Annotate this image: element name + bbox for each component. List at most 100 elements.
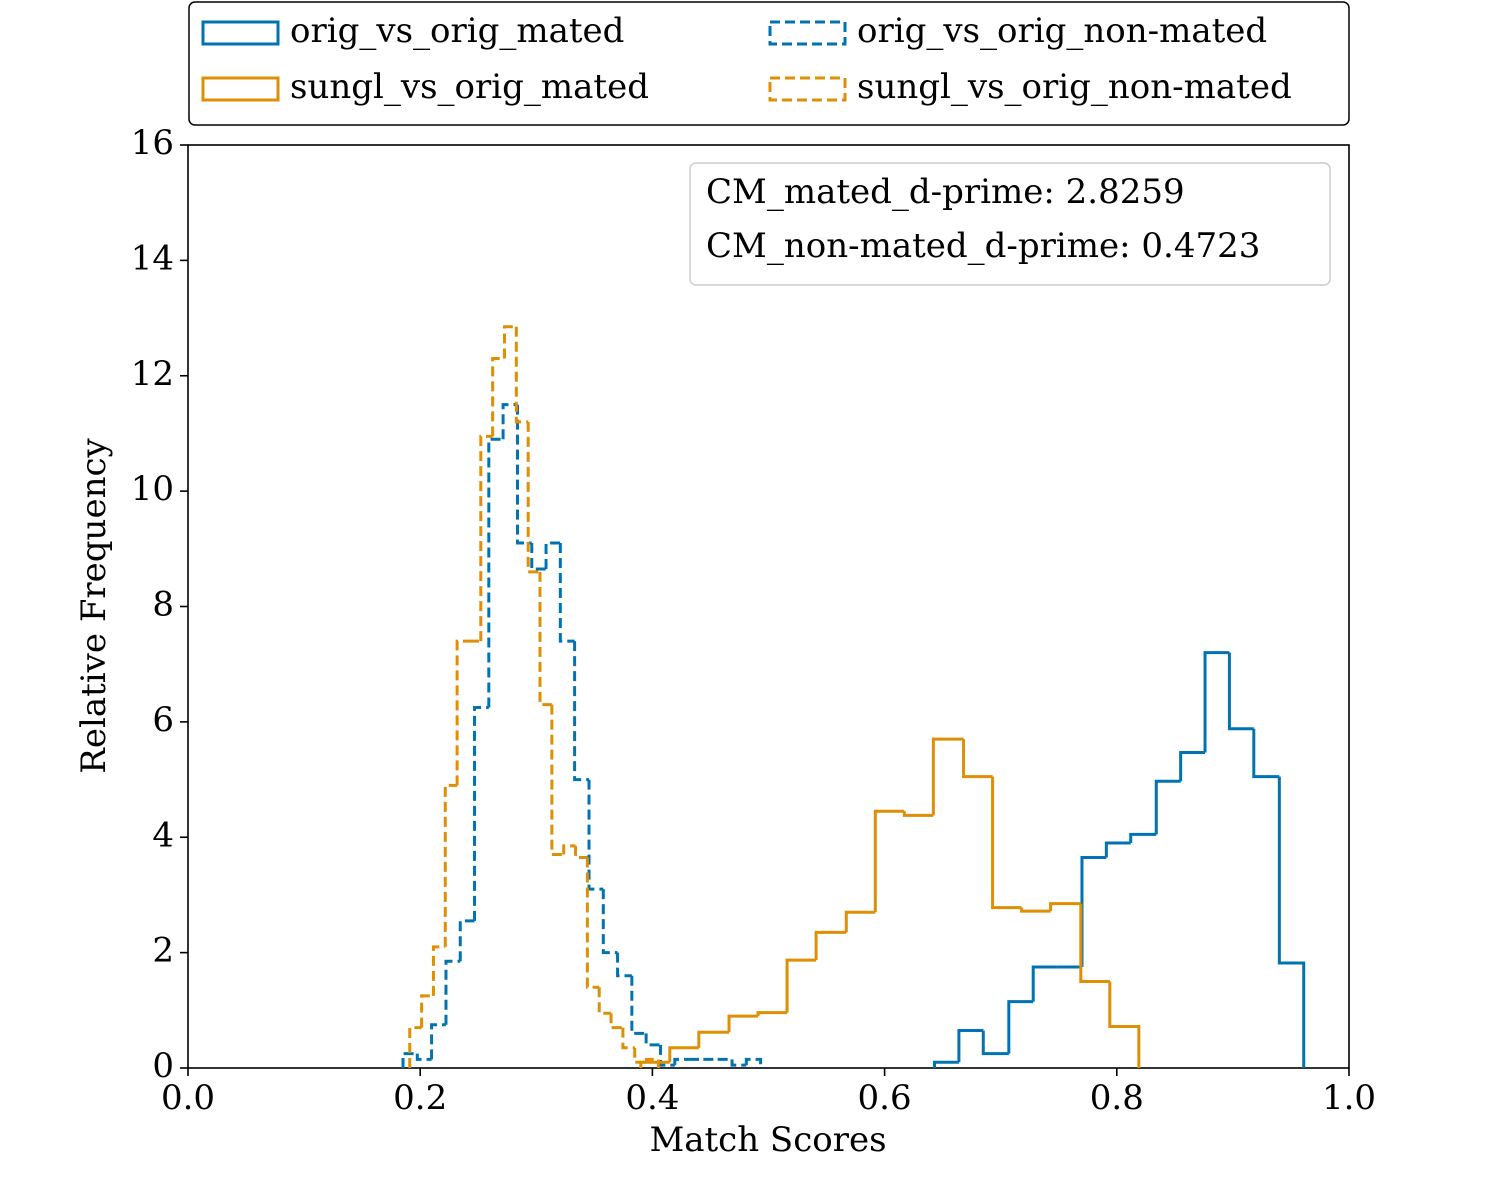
annotation-box: [689, 162, 1331, 286]
histogram-step: [630, 975, 647, 1035]
y-tick-label: 8: [152, 585, 174, 625]
histogram-step: [443, 783, 458, 947]
x-tick-label: 0.0: [161, 1078, 215, 1118]
histogram-step: [479, 434, 493, 642]
x-tick-label: 0.2: [393, 1078, 447, 1118]
x-axis-label: Match Scores: [649, 1120, 886, 1160]
histogram-step: [415, 1053, 432, 1061]
histogram-step: [444, 959, 461, 1025]
histogram-step: [962, 739, 993, 779]
histogram-step: [597, 987, 612, 1015]
histogram-step: [673, 1057, 690, 1066]
y-tick-label: 0: [152, 1046, 174, 1086]
y-tick-label: 14: [131, 238, 174, 278]
histogram-step: [621, 1027, 635, 1050]
histogram-step: [1080, 855, 1107, 968]
histogram-step: [633, 1047, 647, 1064]
histogram-step: [491, 356, 505, 437]
histogram-step: [991, 776, 1022, 910]
histogram-step: [574, 845, 588, 859]
histogram-step: [585, 857, 600, 989]
x-tick-label: 0.6: [858, 1078, 912, 1118]
histogram-step: [873, 809, 905, 913]
histogram-step: [1277, 776, 1306, 1068]
histogram-step: [526, 421, 541, 574]
histogram-step: [744, 1057, 763, 1068]
histogram-step: [473, 705, 489, 921]
histogram-step: [981, 1030, 1009, 1056]
histogram-step: [408, 1026, 422, 1068]
y-tick-label: 4: [152, 815, 174, 855]
histogram-step: [1129, 832, 1157, 844]
x-tick-label: 0.8: [1090, 1078, 1144, 1118]
histogram-step: [401, 1052, 418, 1068]
histogram-step: [902, 811, 934, 817]
histogram-step: [1020, 907, 1051, 913]
histogram-step: [1179, 750, 1206, 782]
histogram-step: [844, 910, 876, 933]
histogram-step: [931, 737, 964, 816]
y-tick-label: 10: [131, 469, 174, 509]
legend-swatch: [201, 76, 280, 102]
histogram-step: [455, 639, 469, 786]
histogram-step: [430, 1023, 446, 1060]
legend-frame: [188, 1, 1350, 126]
histogram-step: [550, 704, 564, 857]
y-tick-label: 6: [152, 700, 174, 740]
legend-label: sungl_vs_orig_mated: [290, 67, 649, 107]
histogram-step: [644, 1033, 661, 1047]
legend-swatch: [768, 20, 847, 46]
histogram-step: [814, 930, 847, 961]
legend-swatch: [768, 76, 847, 102]
histogram-step: [573, 641, 590, 782]
histogram-step: [1252, 728, 1280, 779]
x-tick-label: 0.4: [625, 1078, 679, 1118]
histogram-step: [609, 1013, 623, 1030]
histogram-step: [514, 326, 529, 424]
histogram-step: [562, 844, 576, 855]
histogram-step: [1049, 902, 1081, 912]
histogram-step: [616, 952, 632, 978]
histogram-step: [1031, 965, 1058, 1002]
histogram-step: [1203, 651, 1230, 753]
histogram-step: [502, 325, 517, 359]
annotation: CM_non-mated_d-prime: 0.4723: [706, 226, 1260, 266]
histogram-step: [697, 1030, 730, 1048]
y-tick-label: 2: [152, 931, 174, 971]
histogram-step: [645, 1057, 660, 1068]
histogram-step: [530, 543, 547, 571]
histogram-step: [1108, 981, 1141, 1068]
histogram-step: [1007, 1000, 1034, 1054]
histogram-step: [544, 541, 561, 570]
histogram-step: [730, 1059, 747, 1067]
histogram-step: [487, 437, 504, 708]
histogram-step: [659, 1044, 675, 1067]
histogram-step: [558, 543, 575, 643]
histogram-step: [420, 994, 434, 1028]
annotation: CM_mated_d-prime: 2.8259: [706, 172, 1185, 212]
histogram-step: [756, 1011, 788, 1017]
histogram-step: [1154, 779, 1181, 835]
histogram-step: [1227, 652, 1254, 731]
legend-label: orig_vs_orig_mated: [290, 11, 624, 51]
histogram-step: [431, 945, 446, 996]
histogram-step: [587, 779, 604, 891]
histogram-step: [785, 958, 817, 1013]
histogram-step: [515, 404, 532, 545]
y-tick-label: 12: [131, 354, 174, 394]
legend-label: orig_vs_orig_non-mated: [857, 11, 1267, 51]
histogram-step: [933, 1060, 959, 1068]
histogram-step: [458, 919, 475, 962]
histogram-step: [1104, 841, 1131, 858]
histogram-step: [501, 403, 518, 440]
histogram-step: [538, 571, 552, 707]
histogram-step: [1079, 903, 1110, 983]
histogram-step: [601, 889, 618, 955]
legend-swatch: [201, 20, 280, 46]
histogram-step: [727, 1014, 759, 1033]
legend-label: sungl_vs_orig_non-mated: [857, 67, 1292, 107]
y-tick-label: 16: [131, 123, 174, 163]
x-tick-label: 1.0: [1322, 1078, 1376, 1118]
y-axis-label: Relative Frequency: [74, 437, 114, 773]
